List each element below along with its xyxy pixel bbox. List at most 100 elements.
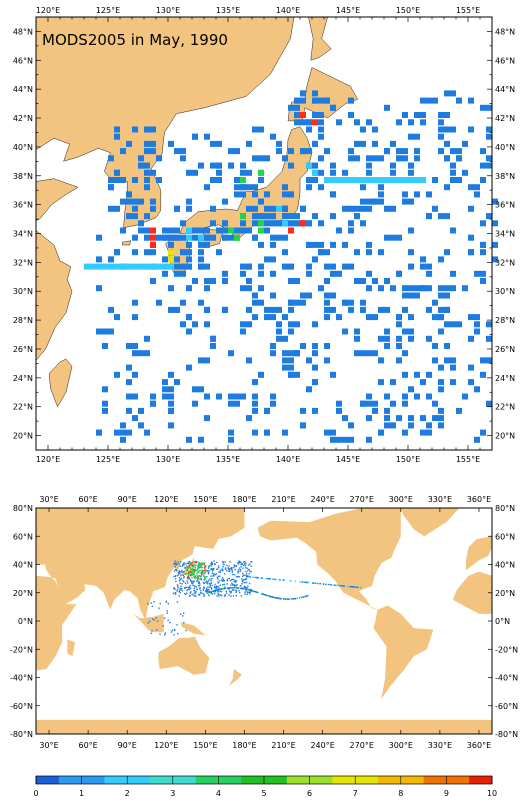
longitude-label: 210°E	[271, 741, 295, 750]
colorbar-canvas: 0 1 2 3 4 5 6 7 8 9 10	[33, 775, 497, 798]
observation-point	[372, 140, 378, 147]
observation-point-dense	[312, 177, 318, 183]
latitude-label: 44°N	[13, 85, 33, 94]
observation-point	[202, 562, 204, 564]
observation-point	[312, 321, 318, 328]
observation-point	[210, 205, 216, 212]
observation-point	[200, 579, 203, 581]
observation-point	[181, 583, 183, 585]
observation-point	[474, 270, 480, 277]
observation-point	[199, 584, 201, 586]
observation-point	[240, 285, 246, 292]
observation-point	[240, 595, 243, 597]
observation-point	[216, 249, 222, 256]
colorbar-swatch	[241, 776, 265, 784]
observation-point	[180, 588, 183, 590]
observation-point	[264, 213, 270, 220]
observation-point	[199, 588, 201, 590]
observation-point	[210, 234, 216, 241]
observation-point	[366, 241, 372, 248]
observation-point	[156, 177, 162, 183]
observation-point	[288, 598, 290, 600]
observation-point	[348, 155, 354, 162]
observation-point	[267, 578, 269, 580]
observation-point	[384, 422, 390, 429]
observation-point	[191, 576, 193, 579]
observation-point	[272, 578, 274, 580]
observation-point	[207, 586, 209, 588]
observation-point	[217, 593, 219, 595]
observation-point	[193, 590, 195, 592]
observation-point	[241, 580, 243, 582]
observation-point	[432, 314, 438, 321]
observation-point	[264, 191, 270, 198]
longitude-label: 300°E	[389, 495, 413, 504]
observation-point	[304, 581, 306, 583]
observation-point	[194, 577, 196, 579]
latitude-label: 46°N	[13, 56, 33, 65]
observation-point	[221, 579, 223, 581]
observation-point-dense	[258, 177, 264, 183]
observation-point	[174, 566, 176, 568]
observation-point	[354, 328, 360, 335]
observation-point	[450, 270, 456, 277]
observation-point-dense	[306, 220, 312, 227]
observation-point	[330, 306, 336, 313]
observation-point	[168, 407, 174, 414]
observation-point	[486, 213, 492, 220]
colorbar-swatch	[286, 776, 310, 784]
observation-point	[270, 400, 276, 407]
observation-point	[96, 256, 102, 263]
observation-point	[366, 169, 372, 176]
observation-point	[210, 177, 216, 183]
observation-point	[233, 581, 235, 583]
observation-point	[176, 601, 179, 603]
observation-point	[210, 162, 216, 169]
observation-point	[354, 119, 360, 126]
observation-point	[444, 90, 450, 97]
observation-point	[288, 162, 294, 169]
observation-point	[245, 578, 248, 580]
observation-point	[174, 591, 177, 594]
observation-point	[108, 155, 114, 162]
observation-point	[144, 126, 150, 133]
observation-point	[480, 278, 486, 284]
observation-point	[126, 429, 132, 436]
observation-point	[390, 400, 396, 407]
observation-point	[366, 270, 372, 277]
observation-point	[246, 321, 252, 328]
observation-point	[156, 299, 162, 306]
observation-point	[182, 579, 184, 582]
land-new-guinea	[180, 622, 206, 636]
longitude-label: 140°E	[276, 6, 300, 15]
observation-point	[228, 568, 230, 571]
observation-point	[214, 585, 216, 588]
longitude-label: 360°E	[467, 741, 491, 750]
observation-point	[222, 588, 224, 590]
observation-point	[218, 587, 220, 589]
observation-point	[150, 602, 152, 604]
observation-point	[197, 577, 199, 579]
observation-point	[234, 191, 240, 198]
observation-point-dense	[294, 213, 300, 220]
observation-point	[339, 584, 341, 587]
observation-point	[219, 571, 221, 573]
observation-point	[147, 603, 149, 605]
observation-point	[232, 595, 235, 597]
observation-point	[474, 386, 480, 393]
observation-point	[228, 429, 234, 436]
observation-point	[194, 590, 196, 592]
colorbar: 0 1 2 3 4 5 6 7 8 9 10	[0, 770, 529, 808]
land-new-zealand	[228, 669, 242, 686]
observation-point	[444, 140, 450, 147]
observation-point	[177, 587, 179, 589]
observation-point	[196, 572, 198, 574]
observation-point-dense	[150, 234, 156, 241]
observation-point	[223, 563, 225, 566]
observation-point	[288, 371, 294, 378]
observation-point	[402, 400, 408, 407]
observation-point	[209, 583, 211, 586]
observation-point	[235, 581, 237, 583]
observation-point-dense	[312, 97, 318, 104]
observation-point	[256, 576, 258, 579]
